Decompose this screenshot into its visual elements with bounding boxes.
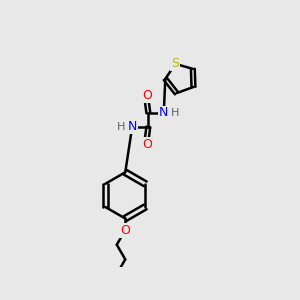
Text: N: N — [159, 106, 168, 119]
Text: N: N — [128, 120, 137, 134]
Text: S: S — [171, 57, 179, 70]
Text: O: O — [142, 89, 152, 102]
Text: H: H — [117, 122, 125, 132]
Text: H: H — [171, 108, 179, 118]
Text: O: O — [120, 224, 130, 236]
Text: O: O — [142, 138, 152, 151]
